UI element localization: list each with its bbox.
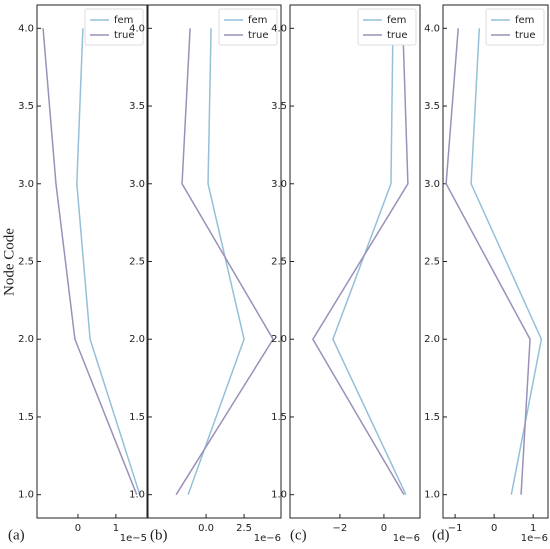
legend-label: fem (515, 15, 534, 26)
y-tick-label: 1.0 (424, 490, 440, 501)
legend-box (218, 8, 278, 46)
legend-label: true (387, 30, 408, 41)
x-tick-label: 1 (530, 523, 536, 534)
y-tick-label: 3.5 (129, 101, 145, 112)
y-tick-label: 1.0 (271, 490, 287, 501)
legend-label: fem (248, 15, 267, 26)
x-tick-label: −2 (333, 523, 348, 534)
y-tick-label: 1.5 (424, 412, 440, 423)
x-tick-label: 0 (381, 523, 387, 534)
y-tick-label: 4.0 (129, 23, 145, 34)
series-line (470, 28, 543, 495)
y-tick-label: 1.0 (129, 490, 145, 501)
series-line (312, 28, 409, 496)
y-axis-label: Node Code (1, 228, 17, 296)
x-tick-label: 0 (491, 523, 497, 534)
legend-box (84, 8, 144, 46)
legend-label: fem (114, 15, 133, 26)
x-tick-label: 1 (113, 523, 119, 534)
y-tick-label: 3.0 (18, 179, 34, 190)
x-offset-label: 1e−6 (521, 533, 548, 544)
panel-label: (a) (8, 527, 25, 543)
y-tick-label: 2.5 (424, 257, 440, 268)
axes-frame (147, 4, 282, 519)
y-tick-label: 3.5 (271, 101, 287, 112)
panel-label: (b) (150, 527, 168, 543)
y-tick-label: 2.5 (18, 257, 34, 268)
y-tick-label: 2.5 (129, 257, 145, 268)
y-tick-label: 3.0 (129, 179, 145, 190)
series-line (187, 28, 245, 495)
legend-label: fem (387, 15, 406, 26)
y-tick-label: 4.0 (424, 23, 440, 34)
y-tick-label: 4.0 (18, 23, 34, 34)
x-tick-label: 2.5 (236, 523, 252, 534)
series-line (332, 28, 407, 496)
axes-frame (289, 4, 421, 519)
x-tick-label: 0 (75, 523, 81, 534)
x-tick-label: −1 (448, 523, 463, 534)
series-line (445, 28, 531, 495)
x-tick-label: 0.0 (198, 523, 214, 534)
panel-label: (c) (290, 527, 307, 543)
legend-label: true (248, 30, 269, 41)
y-tick-label: 2.5 (271, 257, 287, 268)
y-tick-label: 3.0 (424, 179, 440, 190)
y-tick-label: 1.0 (18, 490, 34, 501)
y-tick-label: 2.0 (129, 334, 145, 345)
series-line (175, 28, 274, 496)
panel-label: (d) (432, 527, 450, 543)
y-tick-label: 4.0 (271, 23, 287, 34)
series-line (76, 28, 141, 495)
y-tick-label: 2.0 (18, 334, 34, 345)
y-tick-label: 2.0 (424, 334, 440, 345)
y-tick-label: 1.5 (271, 412, 287, 423)
y-tick-label: 1.5 (129, 412, 145, 423)
legend-box (485, 8, 545, 46)
x-offset-label: 1e−6 (254, 533, 281, 544)
y-tick-label: 3.5 (424, 101, 440, 112)
y-tick-label: 2.0 (271, 334, 287, 345)
x-offset-label: 1e−6 (393, 533, 420, 544)
y-tick-label: 3.0 (271, 179, 287, 190)
axes-frame (442, 4, 549, 519)
legend-box (357, 8, 417, 46)
legend-label: true (114, 30, 135, 41)
y-tick-label: 3.5 (18, 101, 34, 112)
legend-label: true (515, 30, 536, 41)
series-line (42, 28, 138, 495)
x-offset-label: 1e−5 (120, 533, 147, 544)
y-tick-label: 1.5 (18, 412, 34, 423)
